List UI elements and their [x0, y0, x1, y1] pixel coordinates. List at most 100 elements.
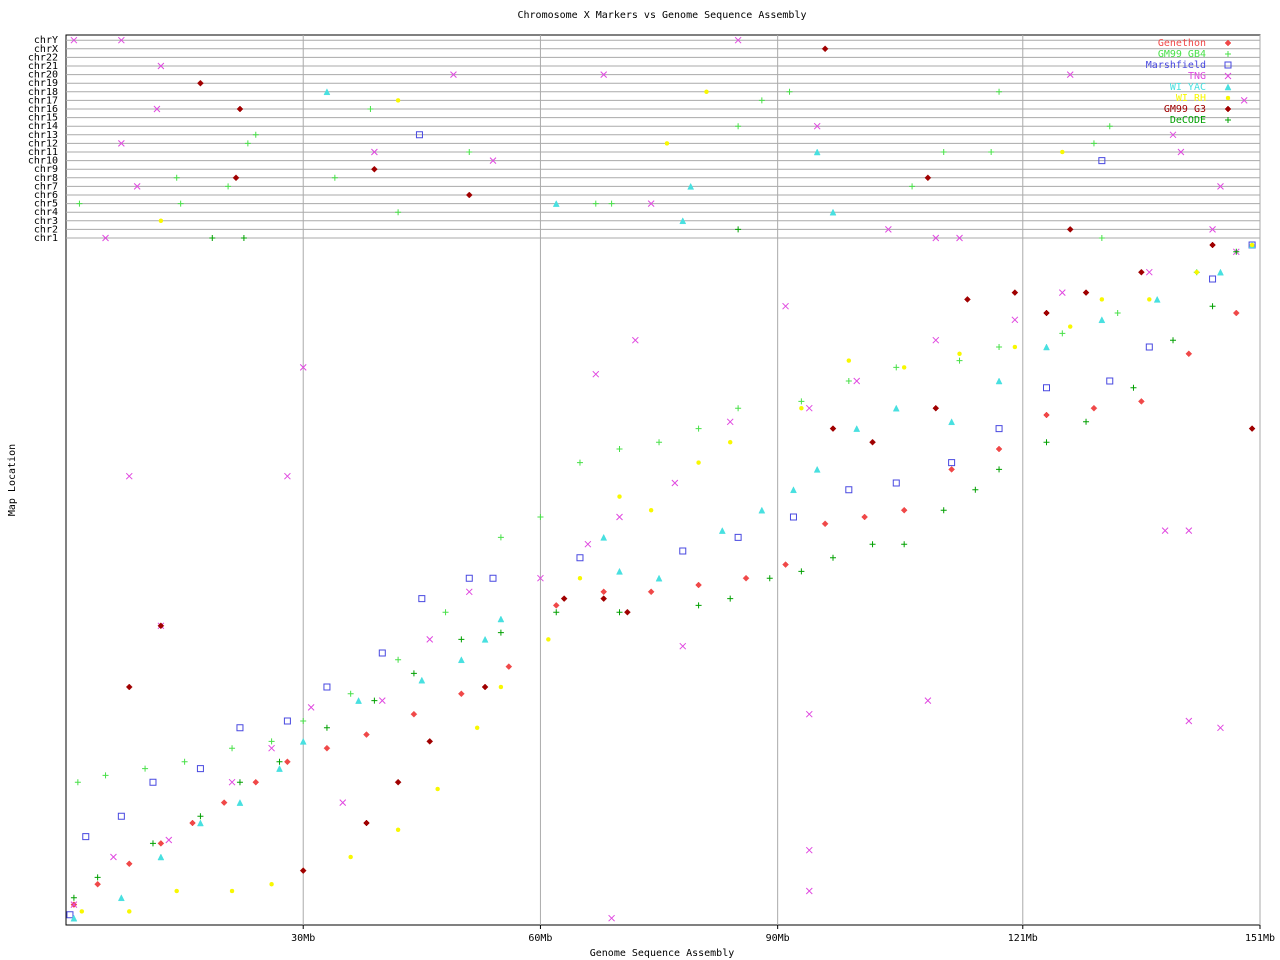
data-point	[363, 819, 370, 827]
data-point	[829, 425, 837, 432]
y-category-label: chr22	[28, 52, 58, 63]
data-point	[846, 358, 852, 363]
data-point	[1058, 289, 1066, 296]
data-point	[940, 507, 947, 514]
data-point	[497, 615, 505, 623]
data-point	[624, 608, 631, 616]
data-point	[323, 744, 331, 752]
other-chromosome-point	[1098, 157, 1106, 165]
other-chromosome-point	[786, 88, 793, 95]
data-point	[1248, 425, 1256, 432]
data-point	[348, 854, 353, 860]
data-point	[813, 465, 821, 473]
data-point	[727, 595, 734, 602]
data-point	[1249, 242, 1255, 248]
other-chromosome-point	[1106, 123, 1113, 130]
y-category-label: chr7	[34, 181, 58, 192]
legend-marker	[1224, 39, 1232, 47]
other-chromosome-point	[371, 148, 378, 156]
data-point	[229, 745, 236, 752]
data-point	[125, 860, 133, 868]
data-point	[157, 853, 165, 861]
data-point	[600, 588, 608, 596]
data-point	[1233, 248, 1240, 255]
data-point	[229, 888, 235, 894]
y-category-label: chr12	[28, 138, 58, 149]
data-point	[220, 799, 228, 806]
data-point	[117, 812, 125, 820]
other-chromosome-point	[367, 106, 374, 112]
data-point	[972, 486, 979, 493]
legend-marker	[1224, 61, 1232, 69]
data-point	[1011, 316, 1019, 324]
data-point	[830, 554, 837, 561]
data-point	[371, 697, 378, 704]
other-chromosome-point	[157, 62, 165, 70]
data-point	[805, 710, 813, 718]
other-chromosome-point	[600, 71, 608, 78]
legend-marker	[1224, 72, 1232, 80]
data-point	[853, 425, 861, 432]
x-axis-label: Genome Sequence Assembly	[590, 948, 735, 959]
other-chromosome-point	[209, 235, 216, 241]
y-category-label: chr6	[34, 190, 58, 201]
data-point	[995, 377, 1003, 385]
data-point	[426, 738, 434, 745]
y-category-label: chr21	[28, 61, 58, 72]
data-point	[821, 520, 829, 528]
y-category-label: chr10	[28, 156, 58, 167]
data-point	[252, 778, 260, 786]
data-point	[901, 365, 907, 370]
data-point	[608, 914, 615, 922]
data-point	[845, 486, 853, 494]
legend-label: WI RH	[1176, 93, 1206, 104]
other-chromosome-point	[173, 174, 180, 181]
other-chromosome-point	[1060, 149, 1065, 155]
other-chromosome-point	[1066, 71, 1074, 78]
other-chromosome-point	[1090, 140, 1097, 147]
data-point	[577, 575, 583, 581]
data-point	[1185, 717, 1193, 725]
data-point	[125, 683, 133, 691]
x-tick-label: 30Mb	[291, 933, 315, 944]
data-point	[378, 697, 386, 704]
y-category-label: chr15	[28, 113, 58, 124]
data-point	[268, 744, 275, 752]
data-point	[276, 765, 283, 772]
y-category-label: chr8	[34, 173, 58, 184]
chart-title: Chromosome X Markers vs Genome Sequence …	[518, 10, 807, 21]
legend-label: Marshfield	[1146, 60, 1206, 71]
legend-label: WI YAC	[1170, 82, 1206, 93]
data-point	[1043, 309, 1050, 317]
data-point	[1232, 309, 1240, 317]
data-point	[996, 344, 1003, 350]
data-point	[1145, 343, 1153, 351]
other-chromosome-point	[956, 234, 963, 242]
data-point	[727, 439, 733, 445]
data-point	[1185, 527, 1193, 534]
data-point	[1209, 303, 1216, 310]
data-point	[395, 827, 401, 833]
other-chromosome-point	[236, 105, 244, 113]
data-point	[805, 887, 813, 895]
data-point	[1209, 275, 1217, 283]
data-point	[1217, 268, 1224, 276]
data-point	[1161, 527, 1169, 534]
data-point	[82, 833, 90, 841]
data-point	[149, 778, 157, 786]
other-chromosome-point	[450, 71, 457, 78]
data-point	[1082, 289, 1090, 296]
data-point	[647, 588, 655, 596]
data-point	[995, 425, 1003, 433]
data-point	[845, 378, 852, 384]
data-point	[142, 765, 149, 772]
data-point	[197, 819, 204, 827]
data-point	[284, 472, 291, 480]
legend-label: DeCODE	[1170, 115, 1206, 126]
other-chromosome-point	[197, 79, 204, 87]
y-category-label: chrX	[34, 44, 58, 55]
data-point	[125, 472, 133, 480]
legend-marker	[1224, 105, 1232, 113]
data-point	[552, 602, 560, 609]
